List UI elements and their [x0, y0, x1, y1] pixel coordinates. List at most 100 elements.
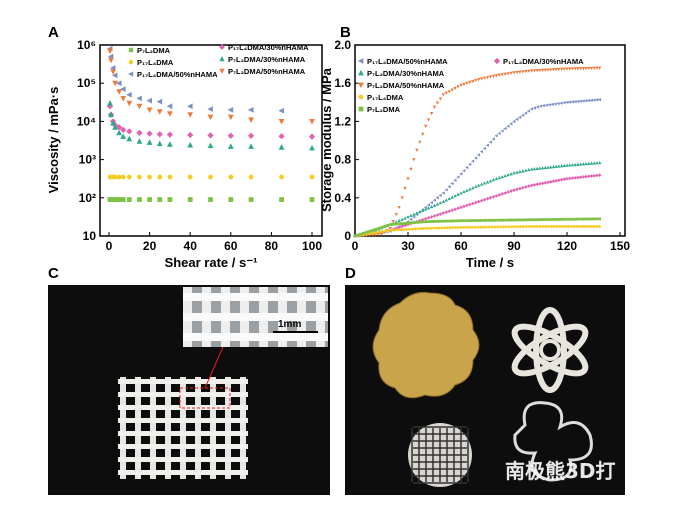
data-point-b	[516, 225, 519, 229]
data-point-b	[444, 210, 449, 214]
data-point-b	[456, 85, 460, 89]
coin-photo	[372, 292, 480, 399]
data-point-a	[228, 174, 234, 180]
data-point-b	[490, 218, 494, 222]
data-point-b	[476, 225, 480, 229]
data-point-a	[120, 133, 127, 140]
data-point-b	[535, 69, 539, 73]
panel-label-d: D	[345, 265, 356, 282]
data-point-b	[503, 72, 507, 76]
data-point-a	[112, 124, 118, 130]
legend-label-b: P₁₇L₄DMA/50%nHAMA	[367, 57, 448, 66]
data-point-b	[353, 234, 357, 238]
data-point-b	[497, 131, 501, 136]
data-point-b	[527, 225, 531, 228]
data-point-b	[518, 169, 522, 174]
data-point-b	[549, 68, 553, 72]
data-point-b	[550, 102, 554, 107]
data-point-b	[490, 225, 494, 229]
data-point-b	[499, 225, 503, 229]
data-point-b	[562, 67, 567, 71]
legend-label-b: P₁₇L₄DMA/30%nHAMA	[503, 57, 584, 66]
data-point-b	[584, 161, 588, 166]
data-point-b	[567, 217, 570, 221]
data-point-b	[586, 174, 591, 179]
data-point-b	[535, 166, 539, 170]
data-point-b	[403, 186, 407, 191]
data-point-b	[527, 218, 531, 222]
data-point-b	[570, 67, 575, 71]
data-point-a	[146, 130, 153, 137]
data-point-b	[578, 162, 583, 166]
data-point-b	[432, 198, 436, 202]
data-point-b	[592, 225, 596, 228]
data-point-b	[406, 215, 410, 219]
ylabel-a: Viscosity / mPa·s	[46, 87, 61, 194]
data-point-b	[421, 220, 425, 224]
data-point-b	[573, 162, 577, 167]
data-point-b	[589, 161, 594, 165]
data-point-b	[426, 203, 431, 207]
data-point-b	[493, 218, 497, 222]
data-point-b	[581, 99, 585, 103]
data-point-b	[586, 225, 590, 228]
data-point-b	[423, 205, 428, 210]
data-point-b	[546, 68, 550, 72]
data-point-b	[497, 175, 501, 180]
xlabel-b: Time / s	[466, 255, 514, 270]
data-point-b	[479, 182, 484, 186]
data-point-b	[575, 225, 579, 228]
legend-label-a: P₁₇L₄DMA/30%nHAMA	[228, 43, 309, 52]
data-point-b	[400, 224, 404, 229]
data-point-b	[383, 224, 387, 228]
data-point-a	[137, 174, 142, 180]
data-point-a	[167, 141, 173, 147]
data-point-b	[435, 196, 439, 200]
data-point-b	[493, 225, 497, 229]
data-point-b	[584, 225, 587, 228]
data-point-b	[471, 186, 475, 190]
y-tick-label-a: 10⁶	[77, 38, 96, 52]
data-point-b	[513, 218, 517, 222]
data-point-b	[586, 217, 590, 221]
data-point-b	[402, 228, 406, 231]
legend-label-b: P₇L₂DMA/30%nHAMA	[367, 69, 445, 78]
data-point-b	[471, 79, 475, 84]
data-point-b	[394, 228, 398, 232]
data-point-b	[485, 180, 490, 184]
inset-magnified: 1mm	[183, 287, 328, 347]
data-point-b	[391, 219, 395, 224]
data-point-b	[476, 153, 481, 157]
data-point-a	[309, 197, 315, 202]
data-point-b	[462, 225, 466, 229]
data-point-b	[595, 173, 599, 178]
data-point-b	[432, 203, 437, 207]
data-point-b	[535, 218, 539, 222]
data-point-b	[527, 167, 531, 172]
data-point-b	[506, 190, 510, 194]
data-point-a	[248, 174, 254, 180]
data-point-a	[147, 197, 152, 202]
data-point-b	[386, 224, 390, 227]
data-point-a	[187, 103, 193, 110]
data-point-b	[526, 184, 531, 189]
data-point-b	[409, 167, 413, 171]
data-point-a	[107, 48, 113, 55]
data-point-b	[568, 67, 572, 71]
data-point-b	[453, 207, 457, 212]
data-point-b	[532, 106, 537, 110]
knot-logo-print	[513, 401, 593, 482]
data-point-b	[424, 207, 428, 211]
data-point-b	[400, 196, 404, 200]
data-point-b	[565, 163, 569, 167]
legend-marker-a	[219, 68, 225, 74]
data-point-b	[451, 226, 455, 230]
data-point-b	[453, 178, 457, 182]
data-point-b	[515, 70, 519, 75]
data-point-a	[187, 131, 194, 139]
x-tick-label-b: 120	[557, 239, 577, 253]
data-point-b	[444, 198, 448, 202]
charts: A B C D Shear rate / s⁻¹ Viscosity / mPa…	[46, 24, 630, 282]
data-point-b	[397, 205, 401, 210]
data-point-b	[447, 209, 452, 213]
